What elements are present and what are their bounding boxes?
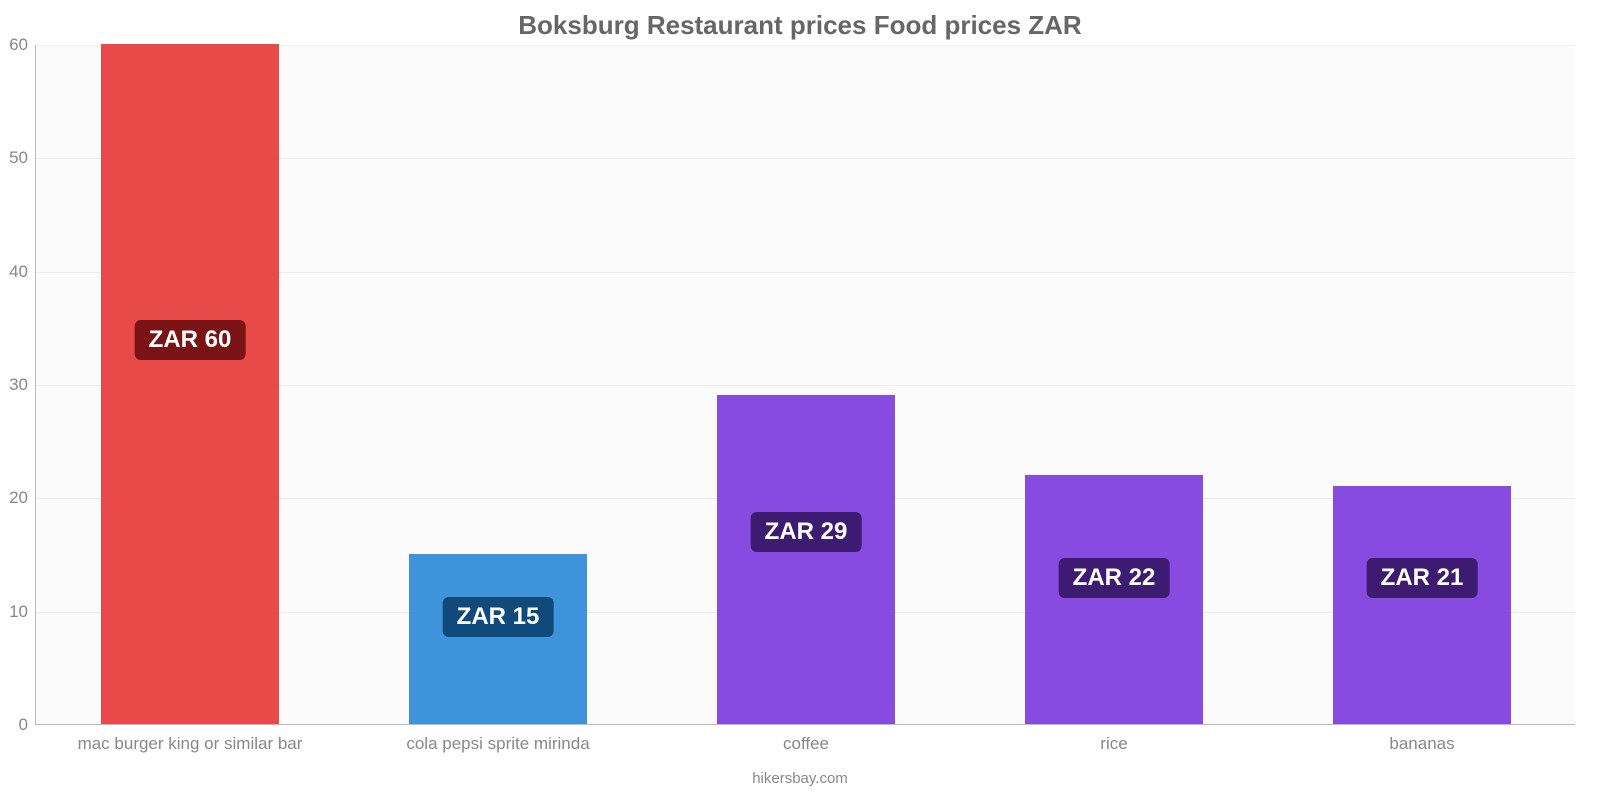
plot-area: 0102030405060ZAR 60mac burger king or si… [35, 45, 1575, 725]
y-tick-label: 20 [9, 488, 36, 508]
y-tick-label: 30 [9, 375, 36, 395]
bar [1025, 475, 1204, 724]
y-tick-label: 50 [9, 148, 36, 168]
y-tick-label: 0 [19, 715, 36, 735]
bar [101, 44, 280, 724]
y-tick-label: 40 [9, 262, 36, 282]
x-tick-label: cola pepsi sprite mirinda [406, 724, 589, 754]
attribution-text: hikersbay.com [0, 770, 1600, 787]
bar-chart: Boksburg Restaurant prices Food prices Z… [0, 0, 1600, 800]
bar [409, 554, 588, 724]
value-badge: ZAR 60 [135, 320, 246, 360]
x-tick-label: bananas [1389, 724, 1454, 754]
x-tick-label: rice [1100, 724, 1127, 754]
chart-title: Boksburg Restaurant prices Food prices Z… [0, 10, 1600, 41]
y-tick-label: 60 [9, 35, 36, 55]
y-tick-label: 10 [9, 602, 36, 622]
x-tick-label: coffee [783, 724, 829, 754]
value-badge: ZAR 22 [1059, 558, 1170, 598]
bar [1333, 486, 1512, 724]
value-badge: ZAR 15 [443, 597, 554, 637]
value-badge: ZAR 29 [751, 512, 862, 552]
value-badge: ZAR 21 [1367, 558, 1478, 598]
x-tick-label: mac burger king or similar bar [78, 724, 303, 754]
bar [717, 395, 896, 724]
